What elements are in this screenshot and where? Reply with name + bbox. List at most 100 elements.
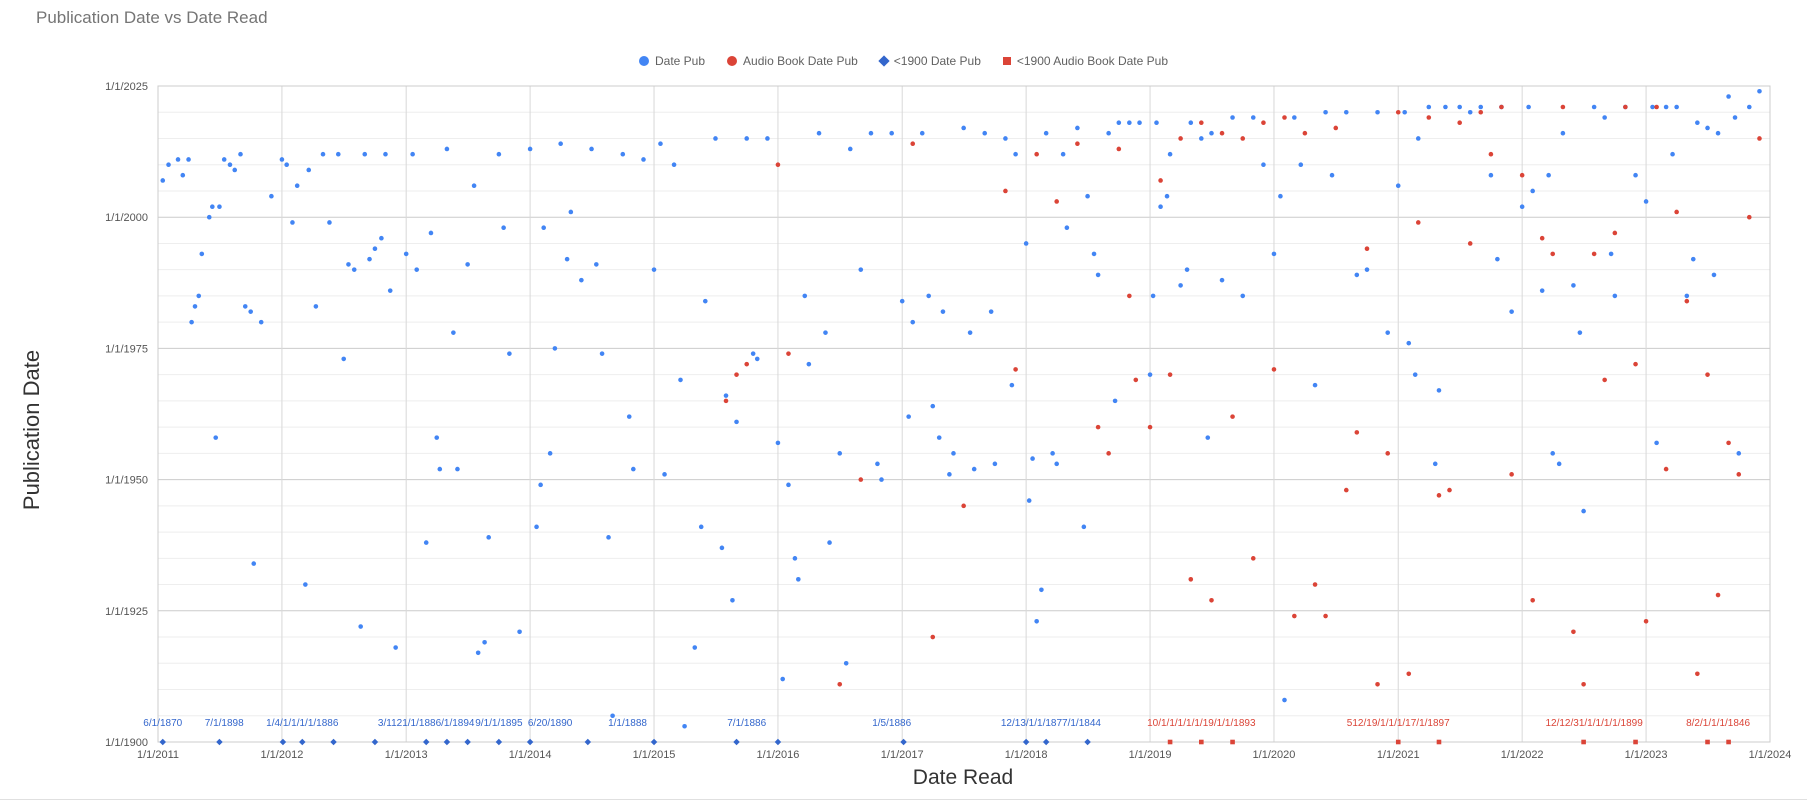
data-point [734,372,739,377]
data-point [327,220,332,225]
data-point [428,230,434,236]
data-point [765,136,770,141]
data-point [547,451,553,456]
data-point [947,472,952,477]
bottom-divider [0,799,1807,800]
data-point [847,146,853,152]
data-point [702,298,708,304]
data-point [258,319,264,325]
data-point [610,713,615,719]
data-point [1556,461,1562,467]
data-point [284,162,289,168]
data-point [1406,671,1412,677]
data-point [1608,251,1614,257]
data-point [1663,466,1669,472]
y-tick-label: 1/1/1900 [105,737,148,749]
data-point [175,157,181,162]
data-point [1488,151,1494,157]
data-point [269,193,274,199]
data-point [1560,130,1566,136]
x-tick-label: 1/1/2018 [1005,749,1048,761]
data-point [1219,277,1225,283]
data-point [486,535,491,540]
data-point [1178,136,1183,141]
data-point [1158,204,1163,210]
data-point [1127,293,1132,299]
data-point [1164,193,1170,199]
data-point [1364,246,1370,251]
data-point [606,535,611,540]
data-point [816,130,822,136]
data-point [1550,451,1556,456]
data-point [1509,309,1514,314]
data-point [313,304,319,309]
data-point [1670,151,1675,157]
data-point [1095,272,1101,278]
data-point-diamond [279,738,287,746]
y-tick-label: 1/1/2000 [105,212,148,224]
data-point [1075,125,1080,131]
data-point [961,125,966,131]
data-point [780,676,786,682]
data-point [403,251,409,257]
data-point [1292,115,1297,120]
legend-item-pre1900-audio-book-date-pub[interactable]: <1900 Audio Book Date Pub [1002,54,1168,68]
data-point [1075,141,1080,147]
data-point [1443,104,1448,110]
data-point [1457,104,1462,110]
data-point [1519,172,1525,178]
data-point [1732,115,1738,120]
data-point [1426,104,1432,110]
chart-title: Publication Date vs Date Read [36,8,268,27]
data-point [1591,104,1597,110]
data-point [455,466,460,472]
data-point [1550,251,1556,257]
data-point [1602,377,1607,383]
data-point [1757,136,1762,141]
data-point [879,477,884,482]
data-point [1467,241,1473,246]
data-point [1116,146,1122,152]
data-point [1478,104,1484,110]
data-point [1064,225,1070,230]
data-point [534,524,539,530]
data-point [682,723,687,729]
data-point [1188,577,1194,582]
x-tick-label: 1/1/2024 [1749,749,1792,761]
data-point [1009,382,1015,388]
data-point-square [1633,739,1638,745]
data-point [1354,430,1360,435]
x-tick-label: 1/1/2013 [385,749,428,761]
data-point [1343,487,1349,493]
data-point [1736,451,1742,456]
data-point [1581,681,1586,687]
data-point [1623,104,1628,110]
data-point [837,681,843,687]
x-tick-label: 1/1/2022 [1501,749,1544,761]
legend-item-date-pub[interactable]: Date Pub [639,54,705,68]
data-point [599,351,605,356]
data-point-diamond [1022,738,1030,746]
legend-item-audio-book-date-pub[interactable]: Audio Book Date Pub [727,54,858,68]
data-point [1715,592,1721,598]
data-point [1457,120,1462,126]
data-point [1577,330,1583,335]
data-point [723,398,729,404]
data-point [1426,115,1432,120]
data-point [1643,199,1649,204]
data-point [251,561,257,566]
data-point [1343,109,1349,115]
data-point [393,645,398,650]
data-point [1633,172,1638,178]
data-point [1039,587,1044,593]
data-point [678,377,683,383]
data-point [1199,120,1204,126]
data-point [723,393,729,398]
data-point [1674,104,1679,110]
data-point [1519,204,1525,210]
data-point [1395,183,1401,189]
legend-item-pre1900-date-pub[interactable]: <1900 Date Pub [878,54,981,68]
data-point-diamond [159,738,167,746]
data-point-square [1726,739,1731,745]
data-point [1081,524,1087,530]
